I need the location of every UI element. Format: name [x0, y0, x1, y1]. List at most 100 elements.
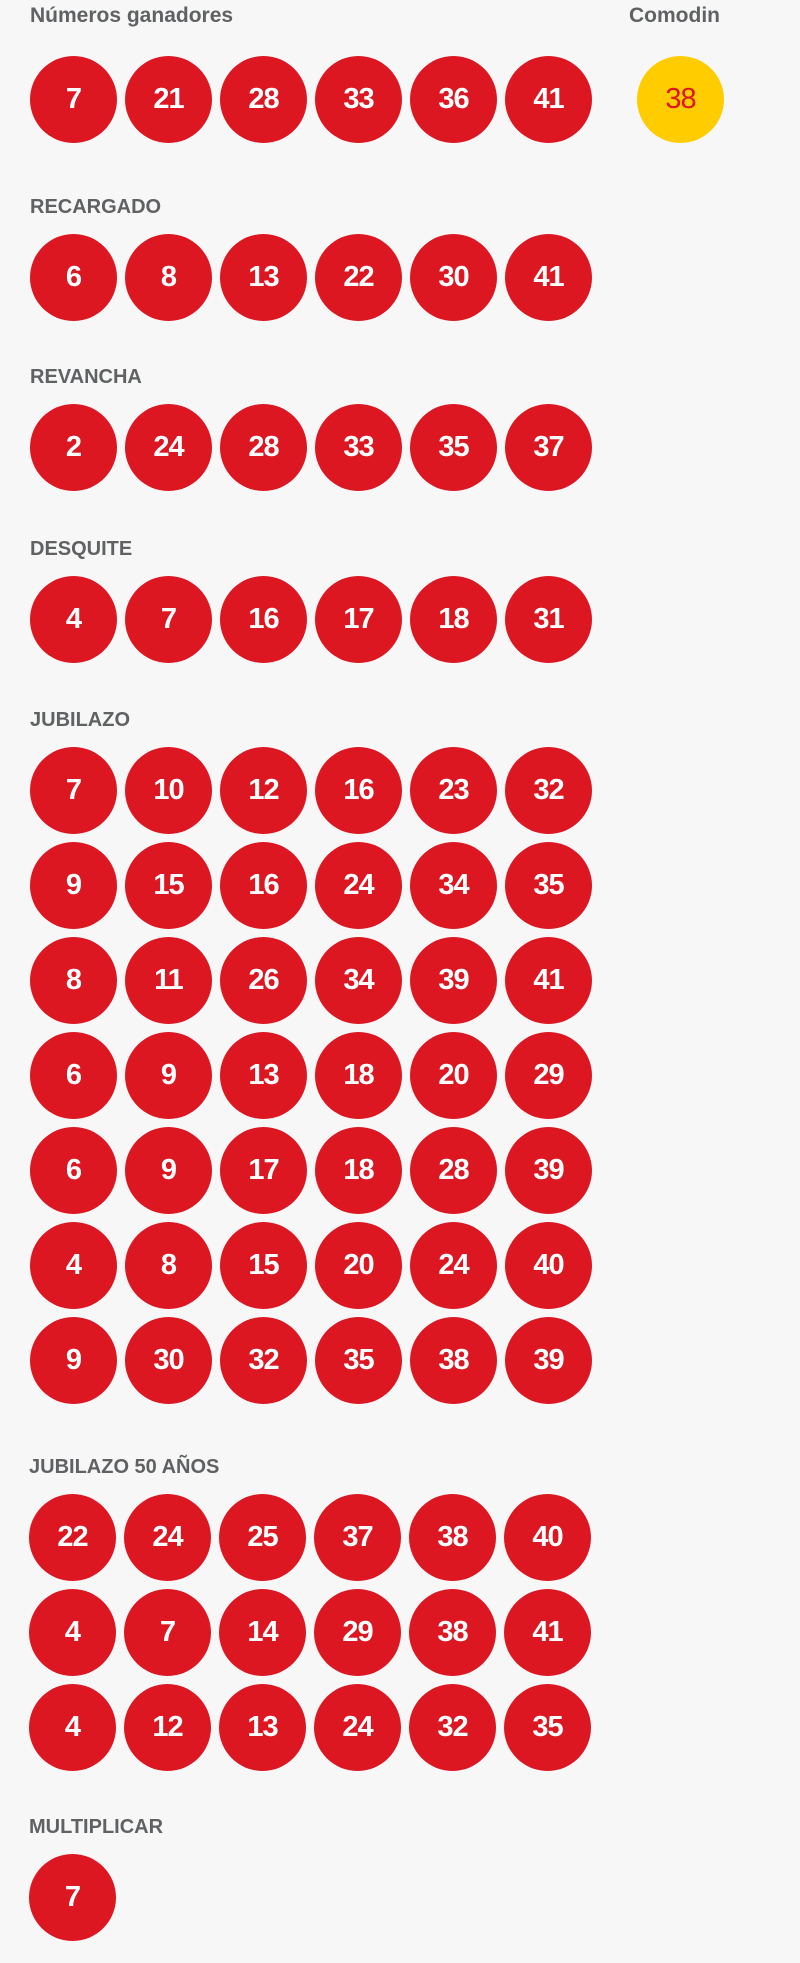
number-ball: 30 [410, 233, 497, 321]
number-ball: 39 [505, 1316, 592, 1404]
number-ball: 24 [315, 841, 402, 929]
section-numeros-ganadores: Números ganadores 7 21 28 33 36 41 [30, 4, 592, 151]
ball-row: 6 8 13 22 30 41 [30, 233, 592, 321]
number-ball: 35 [315, 1316, 402, 1404]
ball-row: 4 8 15 20 24 40 [30, 1221, 592, 1309]
number-ball: 17 [220, 1126, 307, 1214]
number-ball: 13 [220, 1031, 307, 1119]
number-ball: 34 [410, 841, 497, 929]
number-ball: 33 [315, 55, 402, 143]
number-ball: 18 [315, 1126, 402, 1214]
number-ball: 35 [505, 841, 592, 929]
number-ball: 8 [125, 1221, 212, 1309]
number-ball: 39 [505, 1126, 592, 1214]
number-ball: 7 [124, 1588, 211, 1676]
ball-rows: 4 7 16 17 18 31 [30, 575, 592, 663]
number-ball: 40 [505, 1221, 592, 1309]
number-ball: 32 [220, 1316, 307, 1404]
number-ball: 40 [504, 1493, 591, 1581]
number-ball: 14 [219, 1588, 306, 1676]
number-ball: 10 [125, 746, 212, 834]
number-ball: 6 [30, 1126, 117, 1214]
number-ball: 20 [315, 1221, 402, 1309]
ball-row: 7 [29, 1853, 163, 1941]
ball-rows: 2 24 28 33 35 37 [30, 403, 592, 491]
number-ball: 12 [220, 746, 307, 834]
section-label: MULTIPLICAR [29, 1816, 164, 1838]
number-ball: 28 [220, 55, 307, 143]
number-ball: 24 [410, 1221, 497, 1309]
number-ball: 23 [410, 746, 497, 834]
number-ball: 6 [30, 233, 117, 321]
section-multiplicar: MULTIPLICAR 7 [29, 1815, 163, 1949]
section-label: DESQUITE [30, 538, 133, 560]
ball-rows: 7 10 12 16 23 32 9 15 16 24 34 35 8 11 26 34 39 41 6 9 13 18 2… [30, 746, 592, 1404]
ball-row: 4 7 14 29 38 41 [29, 1588, 591, 1676]
section-revancha: REVANCHA 2 24 28 33 35 37 [30, 365, 592, 499]
number-ball: 4 [30, 1221, 117, 1309]
number-ball: 16 [220, 841, 307, 929]
section-jubilazo: JUBILAZO 7 10 12 16 23 32 9 15 16 24 34 35 8 11 26 34 39 4… [30, 708, 592, 1412]
number-ball: 35 [410, 403, 497, 491]
number-ball: 7 [30, 746, 117, 834]
number-ball: 26 [220, 936, 307, 1024]
number-ball: 24 [124, 1493, 211, 1581]
number-ball: 11 [125, 936, 212, 1024]
ball-row: 2 24 28 33 35 37 [30, 403, 592, 491]
number-ball: 37 [314, 1493, 401, 1581]
number-ball: 35 [504, 1683, 591, 1771]
number-ball: 13 [219, 1683, 306, 1771]
section-label: REVANCHA [30, 366, 142, 388]
section-label: RECARGADO [30, 196, 162, 218]
section-label: JUBILAZO 50 AÑOS [29, 1456, 220, 1478]
ball-rows: 7 [29, 1853, 163, 1941]
number-ball: 7 [125, 575, 212, 663]
number-ball: 18 [315, 1031, 402, 1119]
ball-row: 4 12 13 24 32 35 [29, 1683, 591, 1771]
number-ball: 9 [30, 1316, 117, 1404]
ball-rows: 6 8 13 22 30 41 [30, 233, 592, 321]
number-ball: 37 [505, 403, 592, 491]
number-ball: 15 [125, 841, 212, 929]
number-ball: 32 [505, 746, 592, 834]
number-ball: 29 [314, 1588, 401, 1676]
number-ball: 36 [410, 55, 497, 143]
ball-rows: 22 24 25 37 38 40 4 7 14 29 38 41 4 12 13 24 32 35 [29, 1493, 591, 1771]
number-ball: 20 [410, 1031, 497, 1119]
number-ball: 6 [30, 1031, 117, 1119]
number-ball: 33 [315, 403, 402, 491]
ball-row: 9 30 32 35 38 39 [30, 1316, 592, 1404]
number-ball: 38 [409, 1588, 496, 1676]
number-ball: 22 [29, 1493, 116, 1581]
number-ball: 9 [30, 841, 117, 929]
number-ball: 21 [125, 55, 212, 143]
ball-row: 4 7 16 17 18 31 [30, 575, 592, 663]
ball-rows: 7 21 28 33 36 41 [30, 55, 592, 143]
number-ball: 16 [220, 575, 307, 663]
number-ball: 4 [30, 575, 117, 663]
number-ball: 24 [125, 403, 212, 491]
number-ball: 8 [125, 233, 212, 321]
comodin-section: Comodin 38 [629, 4, 724, 143]
number-ball: 41 [504, 1588, 591, 1676]
number-ball: 25 [219, 1493, 306, 1581]
number-ball: 8 [30, 936, 117, 1024]
number-ball: 34 [315, 936, 402, 1024]
ball-row: 6 9 13 18 20 29 [30, 1031, 592, 1119]
number-ball: 2 [30, 403, 117, 491]
number-ball: 18 [410, 575, 497, 663]
number-ball: 4 [29, 1683, 116, 1771]
number-ball: 22 [315, 233, 402, 321]
number-ball: 41 [505, 55, 592, 143]
number-ball: 15 [220, 1221, 307, 1309]
number-ball: 4 [29, 1588, 116, 1676]
number-ball: 30 [125, 1316, 212, 1404]
number-ball: 7 [29, 1853, 116, 1941]
number-ball: 24 [314, 1683, 401, 1771]
number-ball: 29 [505, 1031, 592, 1119]
ball-row: 7 10 12 16 23 32 [30, 746, 592, 834]
number-ball: 12 [124, 1683, 211, 1771]
number-ball: 41 [505, 233, 592, 321]
number-ball: 38 [409, 1493, 496, 1581]
section-desquite: DESQUITE 4 7 16 17 18 31 [30, 537, 592, 671]
